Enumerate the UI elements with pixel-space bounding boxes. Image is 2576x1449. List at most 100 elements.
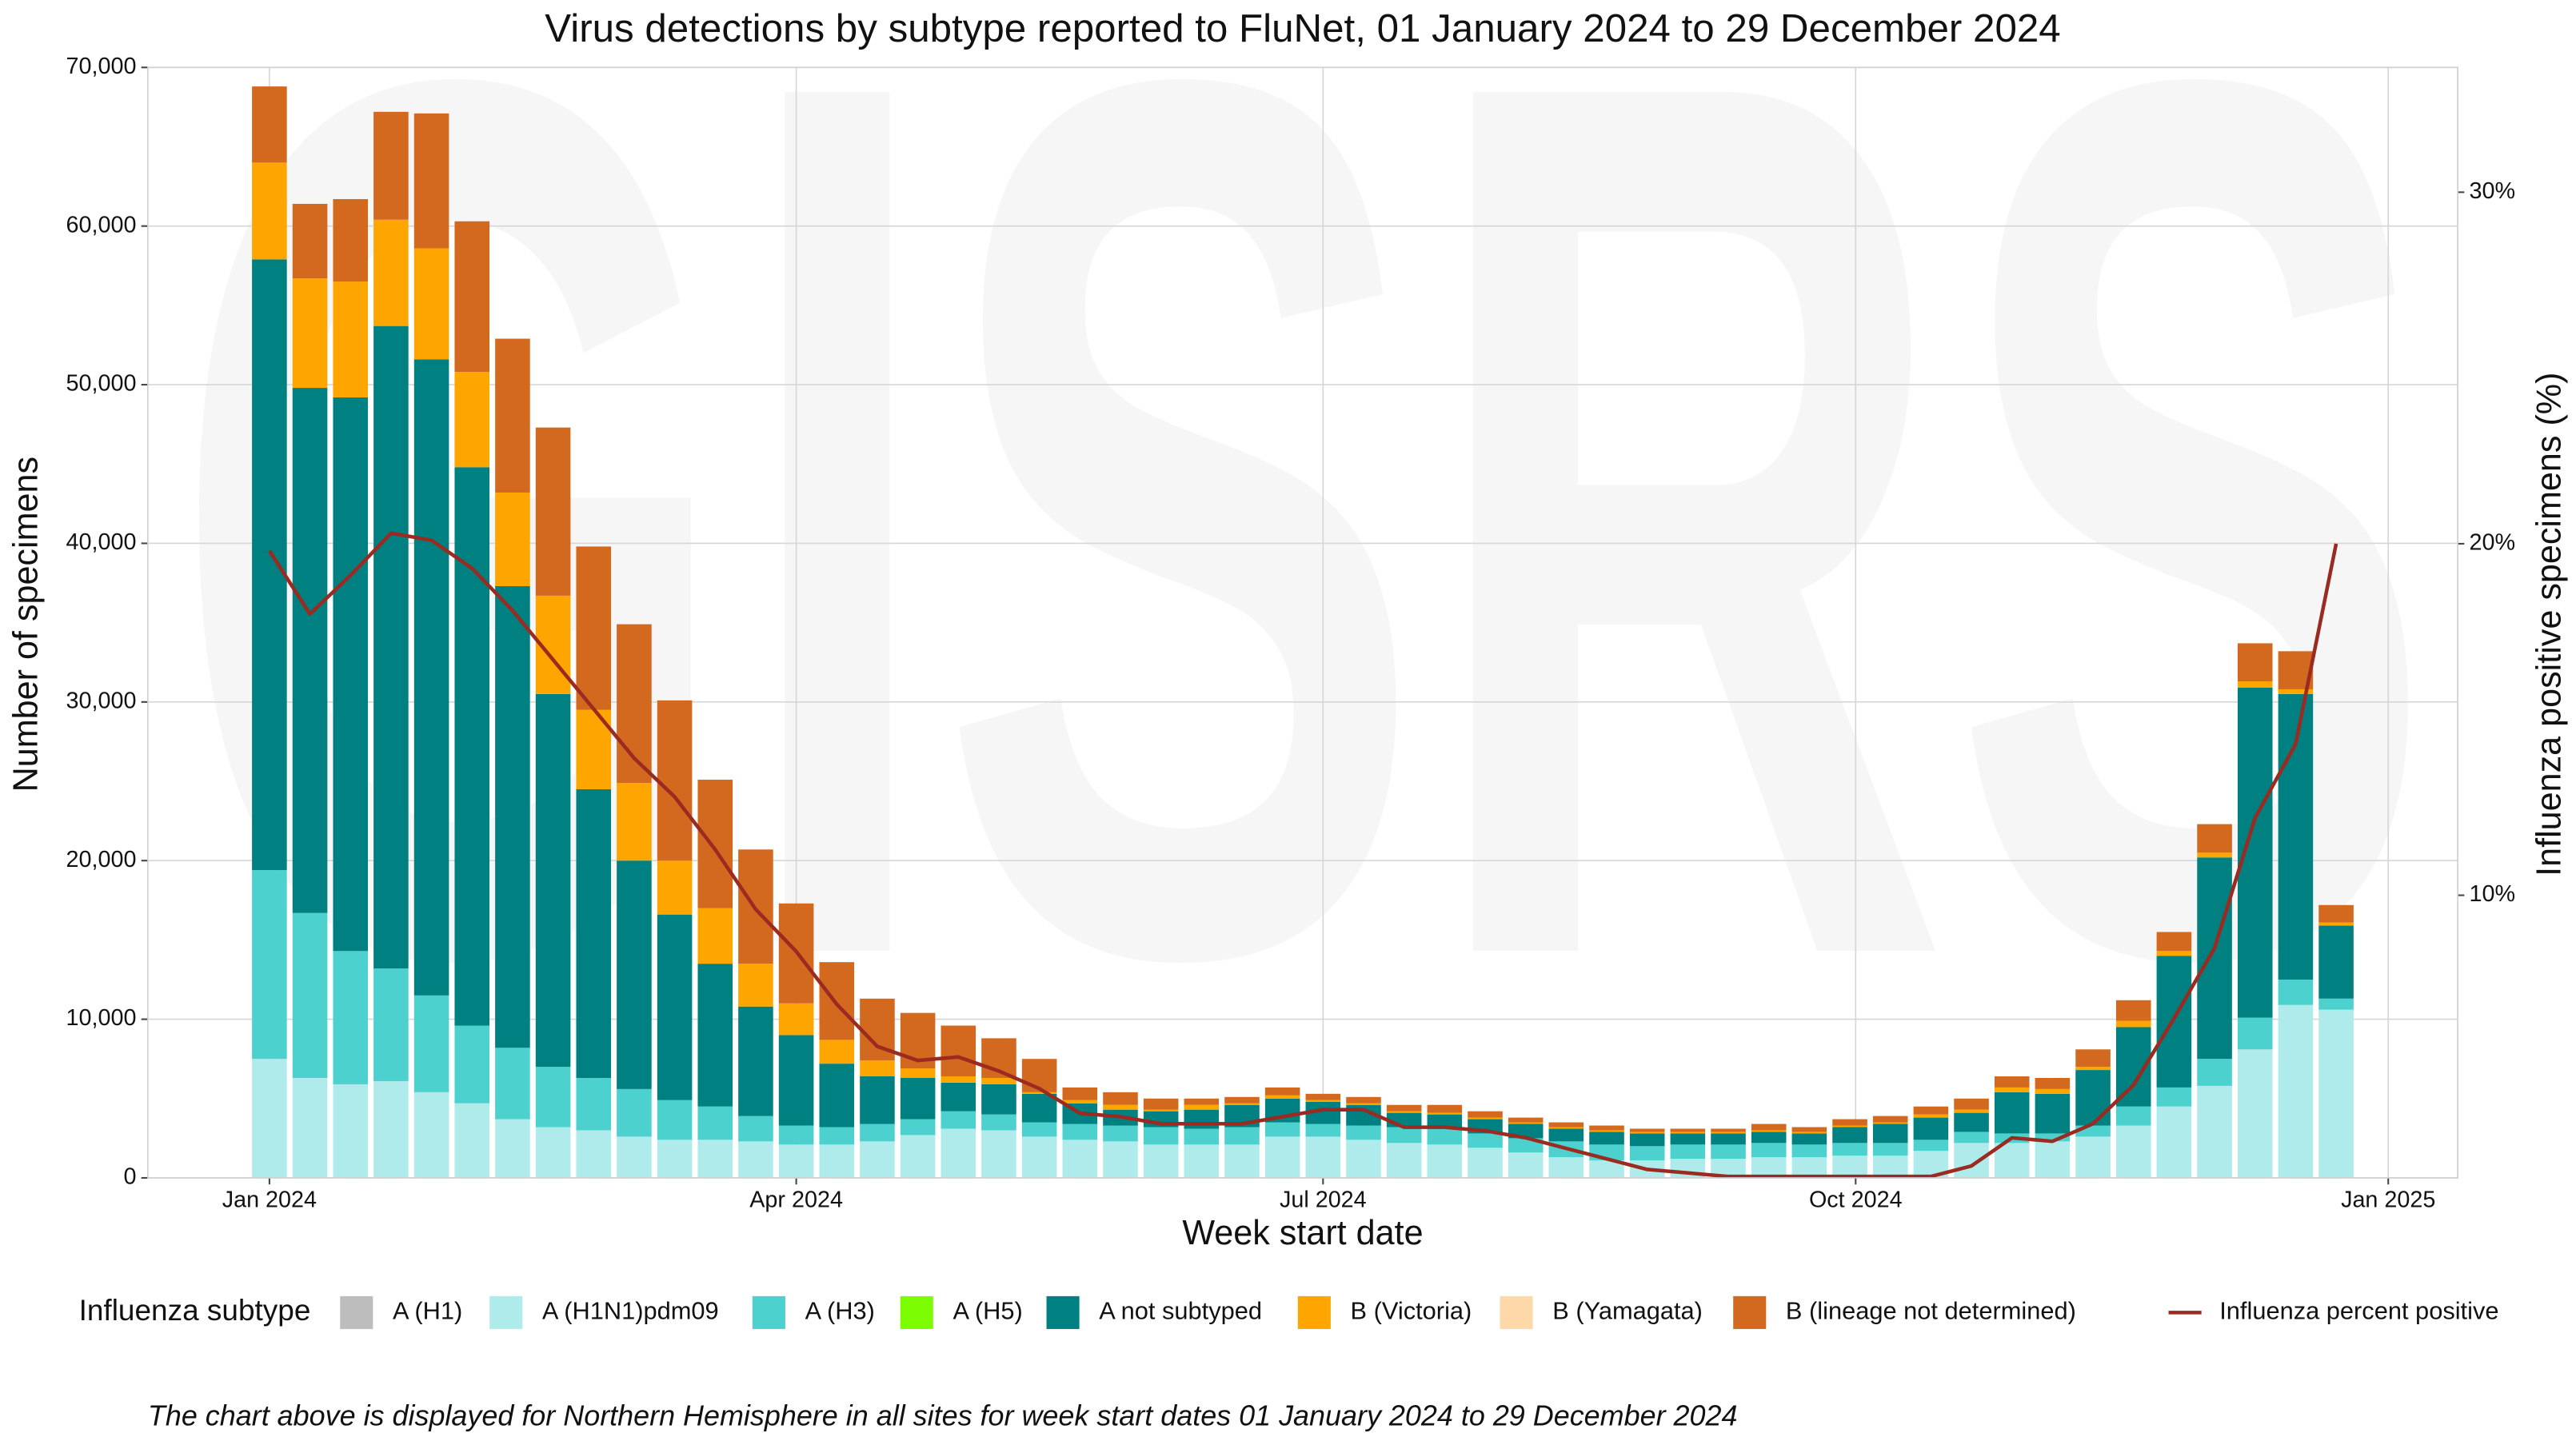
bar-segment [697, 780, 733, 908]
legend-label: A (H1N1)pdm09 [542, 1297, 719, 1325]
bar-segment [454, 1025, 490, 1104]
bar-segment [1508, 1117, 1544, 1123]
bar-segment [1711, 1133, 1746, 1145]
bar-segment [819, 1144, 855, 1178]
y-tick-label: 70,000 [66, 54, 137, 79]
bar-segment [373, 325, 409, 969]
plot-area [147, 67, 2458, 1178]
bar-segment [1954, 1143, 1989, 1178]
bar-segment [413, 359, 449, 996]
bar-segment [2115, 1125, 2151, 1178]
y-tick-label: 0 [123, 1164, 136, 1190]
bar-segment [413, 248, 449, 360]
x-tick-label: Jan 2025 [2341, 1187, 2435, 1212]
bar-segment [454, 372, 490, 468]
bar-segment [1832, 1127, 1867, 1144]
bar-segment [2237, 681, 2273, 688]
bar-segment [1264, 1095, 1300, 1099]
bar-segment [1427, 1104, 1463, 1113]
bar-segment [373, 1080, 409, 1178]
bar-segment [2197, 1059, 2232, 1086]
bar-segment [1954, 1109, 1989, 1113]
bar-segment [617, 860, 652, 1089]
bar-segment [1346, 1140, 1381, 1178]
y-tick-label: 10,000 [66, 1005, 137, 1031]
bar-segment [2035, 1133, 2071, 1142]
bar-segment [1103, 1141, 1138, 1178]
bar-segment [738, 1006, 773, 1116]
bar-segment [1548, 1122, 1584, 1128]
bar-segment [1629, 1132, 1665, 1134]
bar-segment [1184, 1144, 1220, 1178]
bar-segment [617, 783, 652, 861]
bar-segment [1994, 1087, 2030, 1092]
bar-segment [1386, 1111, 1422, 1113]
bar-segment [2237, 1017, 2273, 1050]
bar-segment [778, 1144, 814, 1178]
bar-segment [252, 259, 287, 871]
bar-segment [1629, 1146, 1665, 1161]
bar-segment [1103, 1092, 1138, 1105]
bar-segment [1832, 1125, 1867, 1128]
bar-segment [1751, 1132, 1787, 1144]
bar-segment [1224, 1144, 1260, 1178]
bar-segment [2237, 1049, 2273, 1178]
bar-segment [1143, 1109, 1179, 1112]
bar-segment [1913, 1117, 1949, 1140]
bar-segment [1224, 1127, 1260, 1145]
bar-segment [2115, 1000, 2151, 1021]
bar-segment [495, 586, 530, 1048]
bar-segment [1791, 1157, 1827, 1178]
bar-segment [1872, 1116, 1908, 1123]
bar-segment [981, 1130, 1016, 1178]
bar-segment [1994, 1143, 2030, 1178]
bar-segment [1508, 1152, 1544, 1178]
bar-segment [1427, 1114, 1463, 1129]
plot-border [147, 66, 2458, 1179]
bar-segment [1264, 1087, 1300, 1096]
bar-segment [252, 162, 287, 260]
bar-segment [819, 1040, 855, 1064]
bar-segment [535, 693, 571, 1068]
bar-segment [1589, 1125, 1624, 1131]
bar-segment [1264, 1136, 1300, 1178]
y-tick-label: 50,000 [66, 371, 137, 397]
legend-label: B (Yamagata) [1552, 1297, 1703, 1325]
bar-segment [1184, 1128, 1220, 1145]
bar-segment [900, 1077, 936, 1120]
bar-segment [2318, 1009, 2354, 1178]
bar-segment [1386, 1143, 1422, 1178]
bar-segment [1994, 1092, 2030, 1134]
bar-segment [860, 1060, 895, 1076]
bar-segment [697, 908, 733, 964]
bar-segment [1021, 1092, 1057, 1094]
bar-segment [413, 995, 449, 1092]
legend-swatch [489, 1295, 523, 1329]
y2-tick-label: 10% [2469, 881, 2515, 907]
bar-segment [1062, 1124, 1098, 1140]
legend-swatch [1046, 1295, 1080, 1329]
legend-label: Influenza percent positive [2219, 1297, 2498, 1325]
bar-segment [413, 113, 449, 249]
bar-segment [1103, 1125, 1138, 1142]
bar-segment [1832, 1143, 1867, 1156]
bar-segment [941, 1025, 976, 1076]
bar-segment [900, 1135, 936, 1178]
x-tick-label: Jul 2024 [1280, 1187, 1367, 1212]
bar-segment [1670, 1133, 1706, 1145]
bar-segment [778, 1035, 814, 1126]
bar-segment [1143, 1144, 1179, 1178]
bar-segment [1791, 1132, 1827, 1134]
bar-segment [981, 1114, 1016, 1131]
bar-segment [1184, 1098, 1220, 1105]
bar-segment [1711, 1132, 1746, 1134]
bar-segment [778, 1003, 814, 1036]
bar-segment [333, 951, 369, 1084]
bar-segment [1468, 1111, 1503, 1118]
bar-segment [1751, 1157, 1787, 1178]
bar-segment [1386, 1112, 1422, 1128]
bar-segment [576, 1077, 612, 1131]
bar-segment [1143, 1127, 1179, 1145]
bar-segment [1346, 1096, 1381, 1104]
